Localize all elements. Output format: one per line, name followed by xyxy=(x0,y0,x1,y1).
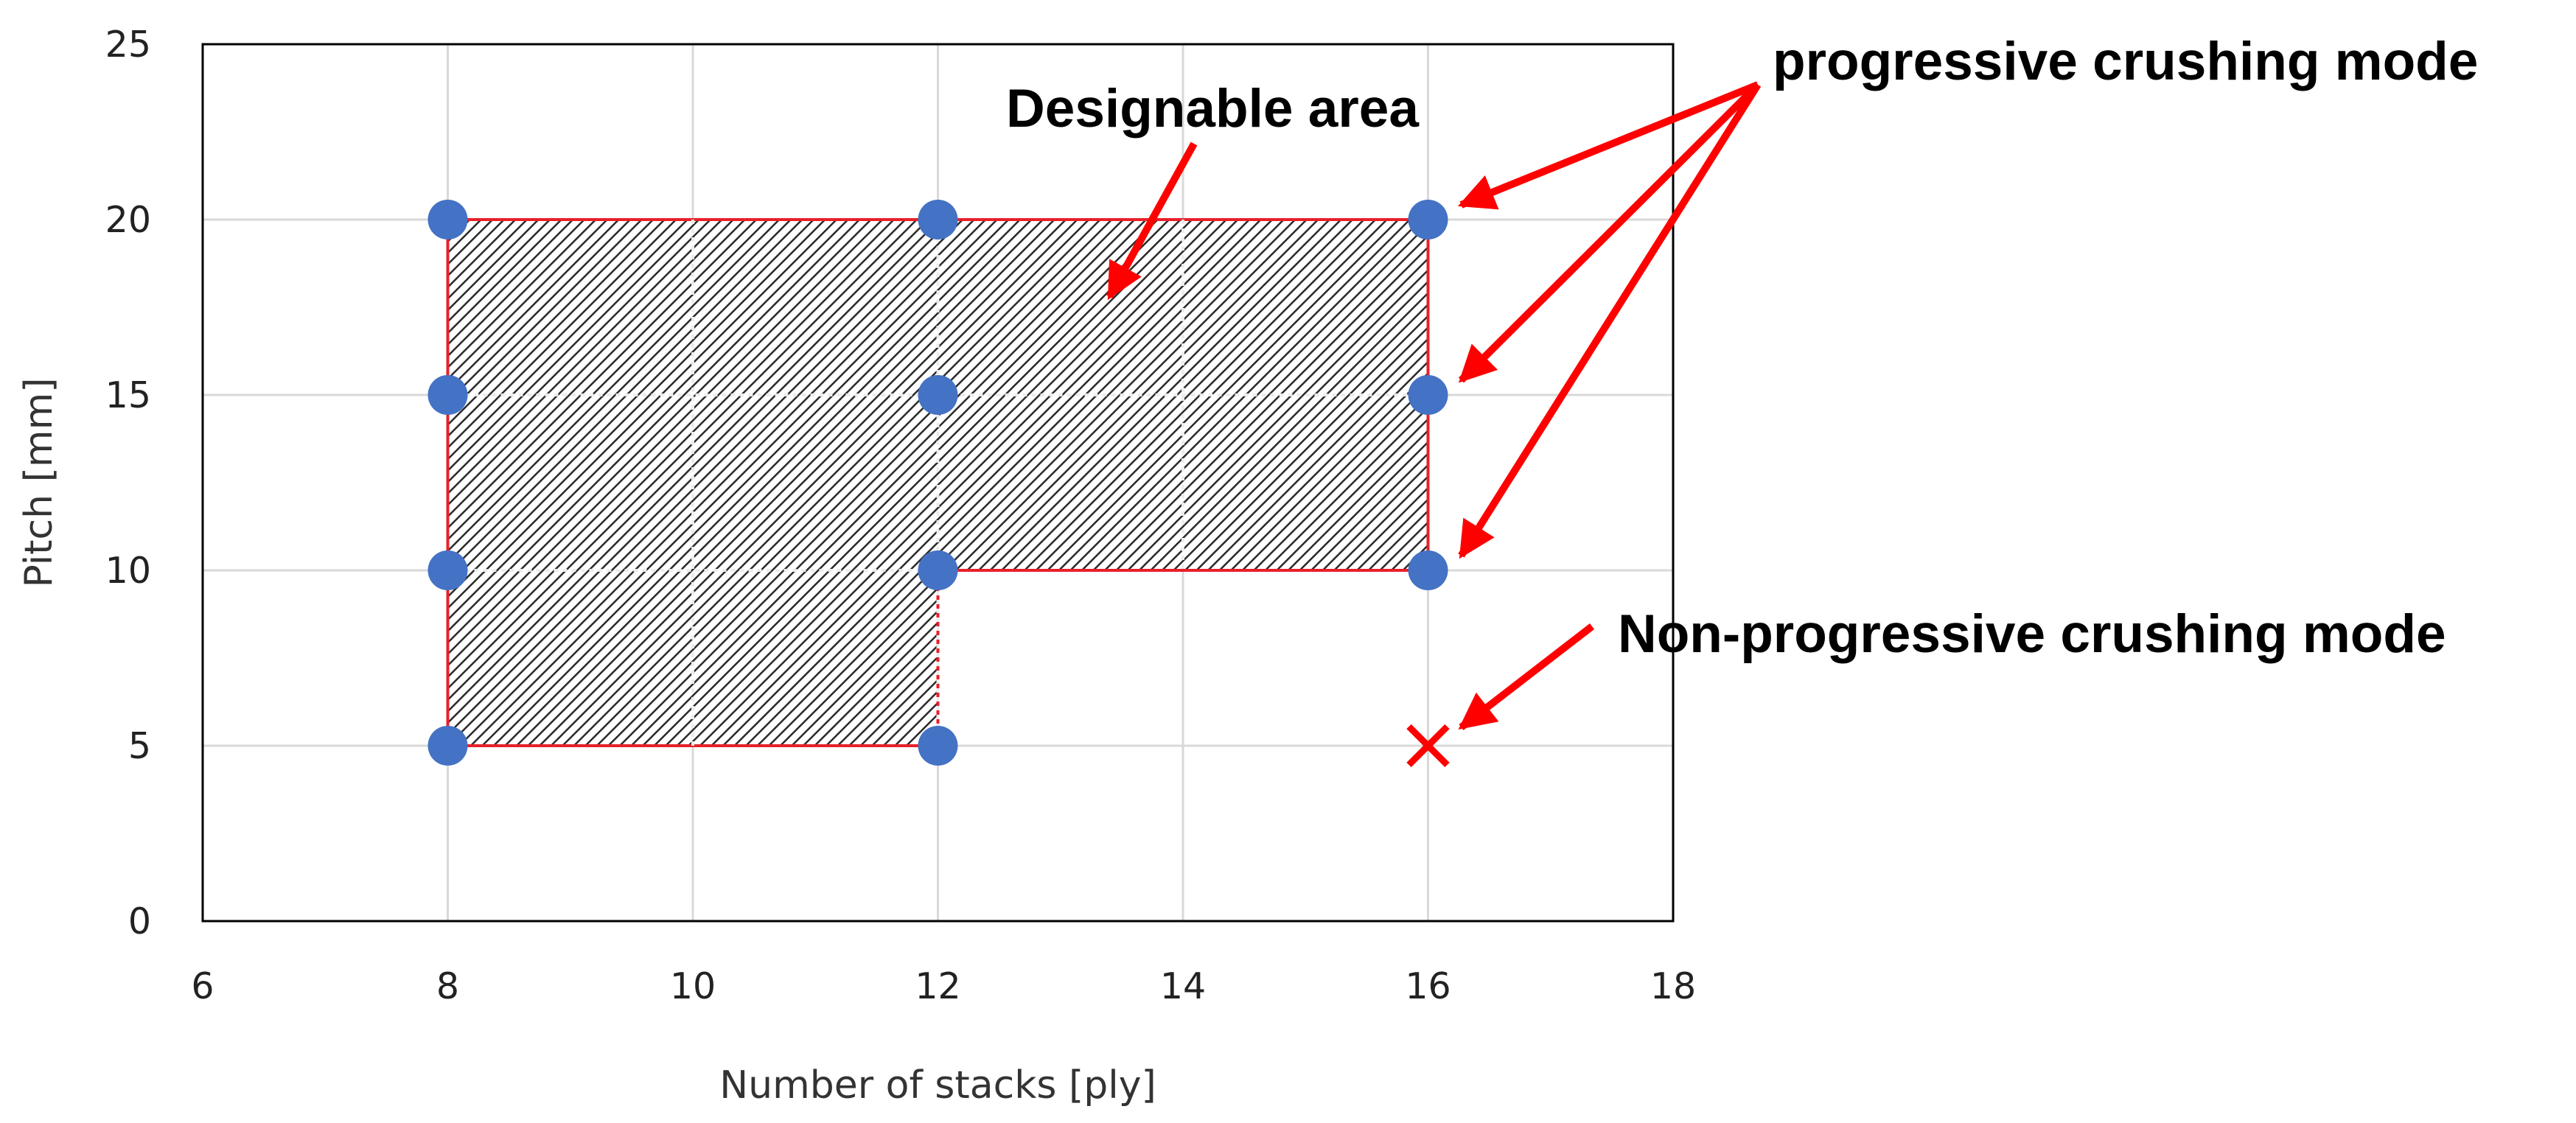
progressive-point xyxy=(918,375,958,415)
progressive-point xyxy=(1408,200,1448,239)
x-tick-label: 10 xyxy=(670,965,716,1007)
x-tick-label: 12 xyxy=(915,965,960,1007)
y-tick-label: 20 xyxy=(105,199,151,241)
y-tick-label: 0 xyxy=(128,900,151,942)
annotation-arrow xyxy=(1458,82,1761,383)
progressive-point xyxy=(918,200,958,239)
x-tick-label: 8 xyxy=(436,965,459,1007)
data-points xyxy=(427,200,1450,768)
progressive-point xyxy=(427,375,468,415)
non-progressive-point xyxy=(1406,724,1450,768)
designable-area-region xyxy=(446,218,1430,747)
y-tick-labels: 0 5 10 15 20 25 xyxy=(105,24,151,942)
annotation-arrow xyxy=(1458,623,1595,730)
annotation-arrows xyxy=(1106,81,1762,730)
progressive-point xyxy=(427,200,468,239)
x-tick-labels: 6 8 10 12 14 16 18 xyxy=(191,965,1696,1007)
x-marker-stroke xyxy=(1406,724,1450,768)
progressive-point xyxy=(427,726,468,766)
x-tick-label: 6 xyxy=(191,965,214,1007)
y-tick-label: 15 xyxy=(105,374,151,416)
y-tick-label: 10 xyxy=(105,550,151,592)
x-tick-label: 16 xyxy=(1405,965,1451,1007)
annotation-non-progressive-crushing-mode: Non-progressive crushing mode xyxy=(1618,604,2446,664)
annotation-arrow xyxy=(1457,81,1759,210)
annotation-arrow xyxy=(1458,83,1762,559)
x-tick-label: 14 xyxy=(1160,965,1206,1007)
annotation-arrow xyxy=(1106,141,1198,301)
y-axis-label: Pitch [mm] xyxy=(17,377,61,587)
x-axis-label: Number of stacks [ply] xyxy=(719,1063,1156,1108)
progressive-point xyxy=(918,726,958,766)
y-tick-label: 25 xyxy=(105,24,151,66)
x-tick-label: 18 xyxy=(1650,965,1696,1007)
progressive-point xyxy=(1408,550,1448,590)
progressive-point xyxy=(1408,375,1448,415)
y-tick-label: 5 xyxy=(128,725,151,767)
annotation-progressive-crushing-mode: progressive crushing mode xyxy=(1773,32,2478,91)
plot-frame xyxy=(201,43,1675,923)
progressive-point xyxy=(427,550,468,590)
annotation-designable-area: Designable area xyxy=(1006,79,1420,139)
designable-area-polygon xyxy=(446,218,1430,747)
progressive-point xyxy=(918,550,958,590)
